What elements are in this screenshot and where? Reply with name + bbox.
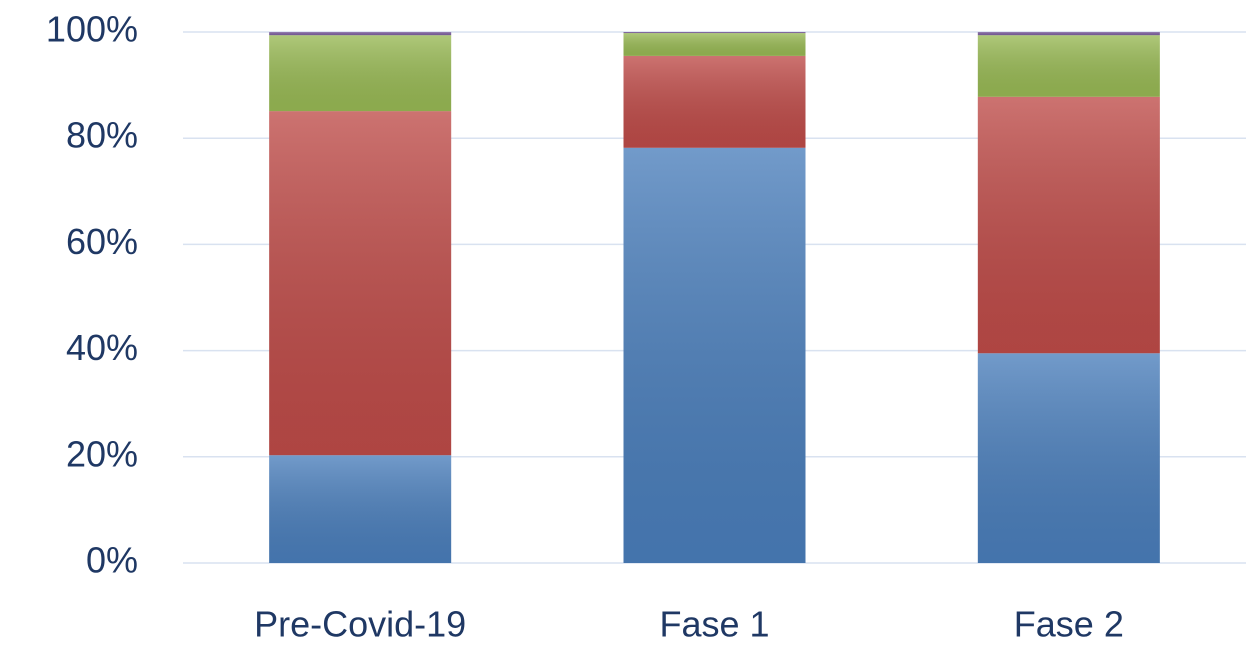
bar-shading	[269, 32, 452, 36]
y-tick-label: 20%	[66, 433, 138, 474]
bar-shading	[977, 32, 1160, 36]
y-tick-label: 0%	[86, 540, 138, 581]
bar-shading	[269, 35, 452, 112]
bar-shading	[623, 55, 806, 148]
y-tick-label: 80%	[66, 115, 138, 156]
bar-shading	[977, 353, 1160, 563]
bar-shading	[623, 147, 806, 563]
bar-shading	[977, 35, 1160, 97]
y-tick-label: 40%	[66, 327, 138, 368]
bar-shading	[269, 455, 452, 563]
x-tick-label: Pre-Covid-19	[254, 604, 466, 645]
y-tick-label: 100%	[46, 9, 138, 50]
bar-shading	[977, 96, 1160, 354]
bar-shading	[269, 111, 452, 456]
bar-shading	[623, 32, 806, 34]
y-tick-label: 60%	[66, 221, 138, 262]
bar-shading	[623, 33, 806, 56]
x-tick-label: Fase 1	[659, 604, 769, 645]
x-tick-label: Fase 2	[1014, 604, 1124, 645]
